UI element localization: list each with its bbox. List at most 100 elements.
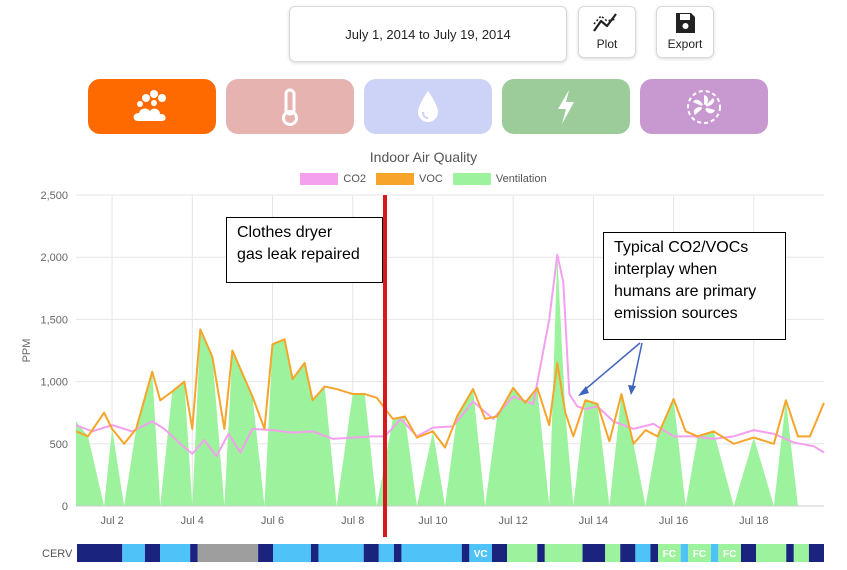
cerv-segment (658, 544, 681, 562)
export-button[interactable]: Export (656, 6, 714, 58)
cerv-segment (190, 544, 198, 562)
cerv-segment (273, 544, 311, 562)
annotation-arrow (580, 342, 641, 394)
chart-legend: CO2 VOC Ventilation (0, 173, 847, 185)
legend-label-co2: CO2 (343, 173, 366, 185)
annotation-line: Typical CO2/VOCs (614, 239, 749, 256)
legend-label-voc: VOC (419, 173, 443, 185)
air-quality-icon (133, 89, 166, 121)
legend-item-ventilation[interactable]: Ventilation (452, 173, 547, 185)
cerv-segment (605, 544, 621, 562)
cerv-segment (680, 544, 689, 562)
legend-item-voc[interactable]: VOC (376, 173, 443, 185)
fan-icon (687, 89, 721, 124)
cerv-segment-label: FC (663, 549, 676, 560)
cerv-segment (469, 544, 492, 562)
x-tick-label: Jul 6 (261, 515, 284, 527)
cerv-segment (741, 544, 757, 562)
cerv-segment (793, 544, 809, 562)
annotation-line: interplay when (614, 261, 718, 278)
x-tick-label: Jul 4 (181, 515, 204, 527)
cerv-segment (786, 544, 794, 562)
cerv-segment (144, 544, 160, 562)
annotation-line: Clothes dryer (237, 224, 333, 241)
y-axis-label: PPM (21, 339, 33, 363)
y-tick-label: 500 (50, 439, 68, 451)
cerv-segment-label: FC (723, 549, 736, 560)
y-tick-label: 2,500 (40, 190, 68, 202)
export-label: Export (667, 37, 703, 51)
y-tick-label: 2,000 (40, 252, 68, 264)
x-tick-label: Jul 18 (739, 515, 768, 527)
cerv-segment (710, 544, 719, 562)
legend-label-ventilation: Ventilation (495, 173, 547, 185)
cerv-segment (688, 544, 711, 562)
x-tick-label: Jul 10 (418, 515, 447, 527)
cerv-segment (582, 544, 606, 562)
air-quality-category-button[interactable] (88, 79, 216, 134)
cerv-segment (160, 544, 191, 562)
temperature-category-button[interactable] (226, 79, 354, 134)
legend-swatch-co2 (300, 173, 339, 185)
legend-item-co2[interactable]: CO2 (300, 173, 366, 185)
annotation-arrowhead (578, 386, 589, 396)
cerv-segment (363, 544, 379, 562)
cerv-segment (122, 544, 145, 562)
cerv-segment (544, 544, 583, 562)
ventilation-area (76, 254, 824, 506)
line-chart-icon (593, 13, 617, 32)
cerv-segment (718, 544, 741, 562)
date-range-picker[interactable]: July 1, 2014 to July 19, 2014 (289, 6, 567, 62)
cerv-segment (620, 544, 636, 562)
save-disk-icon (676, 13, 695, 33)
plot-label: Plot (596, 37, 618, 51)
dryer-leak-annotation: Clothes dryer gas leak repaired (226, 217, 383, 283)
cerv-segment-label: FC (693, 549, 706, 560)
cerv-segment (393, 544, 402, 562)
x-tick-label: Jul 14 (579, 515, 608, 527)
annotation-line: emission sources (614, 305, 738, 322)
cerv-segment (650, 544, 658, 562)
co2-voc-annotation: Typical CO2/VOCs interplay when humans a… (603, 232, 786, 340)
x-tick-label: Jul 12 (498, 515, 527, 527)
cerv-segment (318, 544, 364, 562)
cerv-segment (507, 544, 538, 562)
annotation-arrowhead (628, 385, 636, 395)
cerv-segment (401, 544, 462, 562)
cerv-segment (756, 544, 787, 562)
plot-button[interactable]: Plot (578, 6, 636, 58)
date-range-text: July 1, 2014 to July 19, 2014 (345, 26, 511, 42)
chart-title: Indoor Air Quality (369, 149, 478, 165)
water-drop-icon (418, 90, 438, 122)
cerv-segment (808, 544, 824, 562)
lightning-icon (558, 89, 574, 124)
cerv-segment (378, 544, 394, 562)
annotation-line: humans are primary (614, 283, 757, 300)
cerv-segment (537, 544, 545, 562)
legend-swatch-ventilation (452, 173, 491, 185)
cerv-segment (461, 544, 470, 562)
cerv-segment (310, 544, 319, 562)
cerv-segment (77, 544, 123, 562)
humidity-category-button[interactable] (364, 79, 492, 134)
cerv-segment (635, 544, 651, 562)
cerv-segment (492, 544, 508, 562)
cerv-segment (197, 544, 259, 562)
cerv-label: CERV (42, 548, 73, 560)
x-tick-label: Jul 2 (100, 515, 123, 527)
x-tick-label: Jul 16 (659, 515, 688, 527)
thermometer-icon (282, 88, 298, 126)
y-tick-label: 1,000 (40, 377, 68, 389)
annotation-arrow (631, 342, 643, 391)
annotation-line: gas leak repaired (237, 246, 360, 263)
cerv-segment-label: VC (474, 549, 488, 560)
energy-category-button[interactable] (502, 79, 630, 134)
legend-swatch-voc (376, 173, 414, 185)
y-tick-label: 0 (62, 501, 68, 513)
x-tick-label: Jul 8 (341, 515, 364, 527)
cerv-segment (258, 544, 274, 562)
voc-line (75, 328, 825, 449)
y-tick-label: 1,500 (40, 314, 68, 326)
ventilation-category-button[interactable] (640, 79, 768, 134)
